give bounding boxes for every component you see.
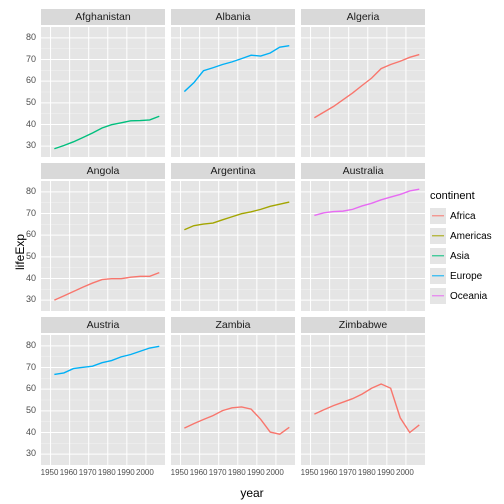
panel-plot [170, 26, 296, 158]
facet-panel: Angola [40, 162, 166, 312]
panel-plot [40, 26, 166, 158]
panel-plot [300, 334, 426, 466]
panel-header: Algeria [300, 8, 426, 26]
y-tick-label: 30 [18, 448, 36, 458]
panel-plot [300, 26, 426, 158]
facet-panel: Argentina [170, 162, 296, 312]
panel-header: Albania [170, 8, 296, 26]
x-tick-label: 1970 [79, 468, 97, 477]
facet-panel: Albania [170, 8, 296, 158]
y-tick-label: 40 [18, 119, 36, 129]
x-tick-label: 2000 [266, 468, 284, 477]
x-axis-label: year [240, 486, 263, 500]
panel-header: Australia [300, 162, 426, 180]
facet-panel: Algeria [300, 8, 426, 158]
legend-key [430, 228, 446, 244]
legend-label: Americas [450, 231, 492, 242]
legend-item: Asia [430, 248, 492, 264]
legend-label: Africa [450, 211, 476, 222]
y-tick-label: 50 [18, 97, 36, 107]
facet-panel: Austria [40, 316, 166, 466]
x-tick-label: 1950 [171, 468, 189, 477]
panel-plot [170, 334, 296, 466]
x-tick-label: 1960 [60, 468, 78, 477]
panel-header: Zambia [170, 316, 296, 334]
facet-panel: Afghanistan [40, 8, 166, 158]
y-tick-label: 50 [18, 251, 36, 261]
panel-header: Austria [40, 316, 166, 334]
y-tick-label: 80 [18, 32, 36, 42]
legend-item: Oceania [430, 288, 492, 304]
x-tick-label: 2000 [136, 468, 154, 477]
legend-key [430, 208, 446, 224]
y-tick-label: 60 [18, 383, 36, 393]
y-tick-label: 80 [18, 340, 36, 350]
panel-header: Afghanistan [40, 8, 166, 26]
x-tick-label: 1990 [377, 468, 395, 477]
chart-container: lifeExp year Afghanistan304050607080Alba… [0, 0, 504, 504]
panel-header: Argentina [170, 162, 296, 180]
x-tick-label: 1980 [358, 468, 376, 477]
legend-item: Europe [430, 268, 492, 284]
panel-header: Zimbabwe [300, 316, 426, 334]
x-tick-label: 1970 [209, 468, 227, 477]
x-tick-label: 2000 [396, 468, 414, 477]
y-tick-label: 60 [18, 75, 36, 85]
y-tick-label: 80 [18, 186, 36, 196]
x-tick-label: 1980 [98, 468, 116, 477]
x-tick-label: 1950 [41, 468, 59, 477]
y-tick-label: 40 [18, 273, 36, 283]
panel-plot [40, 334, 166, 466]
facet-panel: Zimbabwe [300, 316, 426, 466]
y-tick-label: 60 [18, 229, 36, 239]
facet-panel: Zambia [170, 316, 296, 466]
legend-item: Americas [430, 228, 492, 244]
legend-label: Europe [450, 271, 482, 282]
y-tick-label: 70 [18, 54, 36, 64]
facet-panel: Australia [300, 162, 426, 312]
legend: continent Africa Americas Asia Europe Oceani… [430, 190, 492, 308]
legend-label: Asia [450, 251, 469, 262]
x-tick-label: 1960 [320, 468, 338, 477]
panel-plot [40, 180, 166, 312]
panel-plot [170, 180, 296, 312]
x-tick-label: 1980 [228, 468, 246, 477]
panel-plot [300, 180, 426, 312]
legend-title: continent [430, 190, 492, 202]
y-tick-label: 70 [18, 208, 36, 218]
legend-label: Oceania [450, 291, 487, 302]
y-tick-label: 70 [18, 362, 36, 372]
y-tick-label: 40 [18, 427, 36, 437]
x-tick-label: 1990 [117, 468, 135, 477]
y-tick-label: 50 [18, 405, 36, 415]
y-tick-label: 30 [18, 140, 36, 150]
x-tick-label: 1960 [190, 468, 208, 477]
panel-header: Angola [40, 162, 166, 180]
x-tick-label: 1950 [301, 468, 319, 477]
y-tick-label: 30 [18, 294, 36, 304]
legend-key [430, 268, 446, 284]
x-tick-label: 1970 [339, 468, 357, 477]
legend-key [430, 248, 446, 264]
legend-key [430, 288, 446, 304]
legend-item: Africa [430, 208, 492, 224]
x-tick-label: 1990 [247, 468, 265, 477]
